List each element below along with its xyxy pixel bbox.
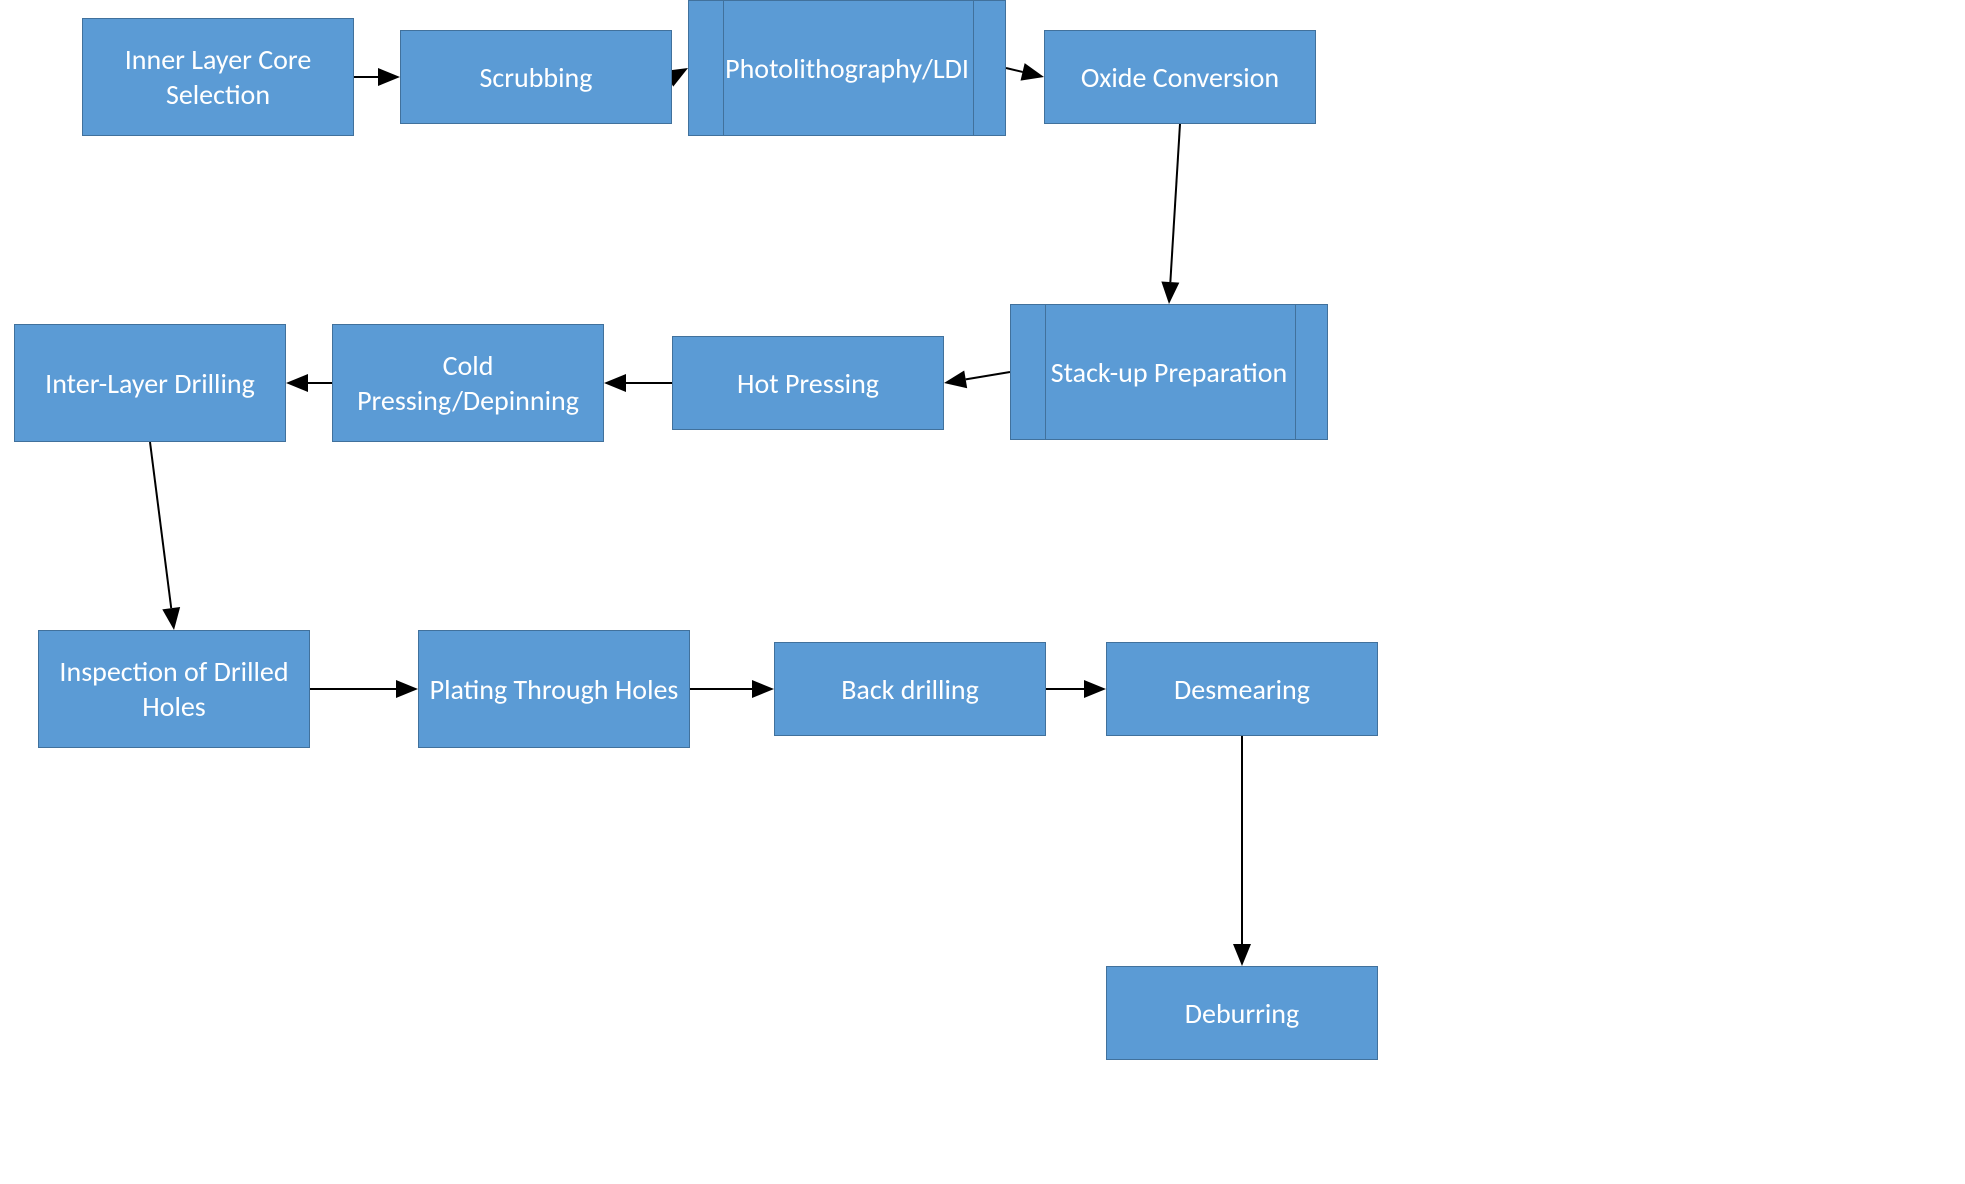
arrows-layer [0,0,1965,1184]
node-label: Oxide Conversion [1081,60,1279,95]
node-label: Desmearing [1174,672,1310,707]
arrow-a-oxide-to-stack [1161,124,1180,304]
node-deburring: Deburring [1106,966,1378,1060]
node-label: Scrubbing [480,60,593,95]
node-stack-up-preparation: Stack-up Preparation [1010,304,1328,440]
node-inter-layer-drilling: Inter-Layer Drilling [14,324,286,442]
node-label: Hot Pressing [737,366,879,401]
node-label: Stack-up Preparation [1051,355,1287,390]
node-inner-divider [1045,305,1046,439]
node-desmearing: Desmearing [1106,642,1378,736]
arrow-a-stack-to-hot [944,371,1010,389]
arrow-a-photo-to-oxide [1006,63,1044,81]
node-label: Inspection of Drilled Holes [49,654,299,724]
node-inner-divider [723,1,724,135]
node-cold-pressing-depinning: Cold Pressing/Depinning [332,324,604,442]
arrow-a-core-to-scrub [354,68,400,86]
node-label: Back drilling [841,672,979,707]
node-label: Inter-Layer Drilling [45,366,255,401]
node-label: Deburring [1185,996,1299,1031]
node-label: Cold Pressing/Depinning [343,348,593,418]
arrow-a-plate-to-back [690,680,774,698]
node-inner-layer-core-selection: Inner Layer Core Selection [82,18,354,136]
arrow-a-back-to-desmear [1046,680,1106,698]
node-inner-divider [1295,305,1296,439]
arrow-a-drill-to-inspect [150,442,180,630]
node-label: Inner Layer Core Selection [93,42,343,112]
flowchart-canvas: Inner Layer Core Selection Scrubbing Photo… [0,0,1965,1184]
node-scrubbing: Scrubbing [400,30,672,124]
node-photolithography-ldi: Photolithography/LDI [688,0,1006,136]
node-plating-through-holes: Plating Through Holes [418,630,690,748]
arrow-a-hot-to-cold [604,374,672,392]
node-label: Plating Through Holes [430,672,679,707]
arrow-a-inspect-to-plate [310,680,418,698]
node-inner-divider [973,1,974,135]
arrow-a-desmear-to-deburr [1233,736,1251,966]
node-back-drilling: Back drilling [774,642,1046,736]
node-hot-pressing: Hot Pressing [672,336,944,430]
node-inspection-of-drilled-holes: Inspection of Drilled Holes [38,630,310,748]
node-oxide-conversion: Oxide Conversion [1044,30,1316,124]
arrow-a-cold-to-drill [286,374,332,392]
node-label: Photolithography/LDI [725,51,969,86]
